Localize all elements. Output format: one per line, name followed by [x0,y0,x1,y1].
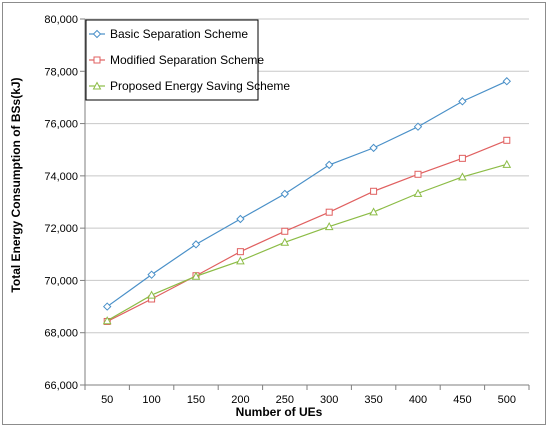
y-tick-label: 74,000 [44,171,78,183]
data-point [324,160,334,170]
y-tick-label: 76,000 [44,119,78,131]
data-point [502,159,512,168]
y-tick-label: 78,000 [44,66,78,78]
legend-item: Proposed Energy Saving Scheme [89,79,290,93]
data-point [236,256,245,265]
data-point [413,122,423,131]
legend: Basic Separation Scheme Modified Separati… [85,19,290,101]
x-tick-label: 300 [320,394,338,406]
series-3 [102,159,512,325]
x-tick-label: 50 [101,394,113,406]
legend-label: Proposed Energy Saving Scheme [110,79,290,93]
y-tick-label: 80,000 [44,14,78,26]
legend-box [85,19,259,101]
x-tick-label: 100 [142,394,160,406]
data-point [147,290,156,299]
data-point [369,143,378,153]
series-line [106,139,508,323]
data-point [147,270,156,279]
y-tick-label: 68,000 [44,328,78,340]
legend-label: Basic Separation Scheme [110,27,248,41]
data-point [102,316,112,325]
data-point [280,189,290,199]
legend-label: Modified Separation Scheme [110,53,264,67]
legend-marker [92,81,102,90]
data-point [236,214,245,224]
legend-marker [93,56,101,64]
y-tick-label: 66,000 [44,380,78,392]
axes [80,18,530,390]
series-line [106,80,508,308]
data-point [191,271,201,280]
x-tick-label: 500 [498,394,516,406]
data-point [281,227,289,235]
data-point [280,237,290,246]
x-tick-label: 250 [276,394,294,406]
x-tick-label: 350 [364,394,382,406]
data-point [413,188,423,197]
data-point [369,207,378,216]
data-point [325,208,333,216]
data-point [191,240,201,249]
x-tick-label: 450 [453,394,471,406]
data-point [503,136,511,144]
chart-frame: 66,000 68,000 70,000 72,000 74,000 76,000 78,0… [2,2,546,425]
y-tick-label: 70,000 [44,275,78,287]
series-1 [102,77,512,311]
y-axis-title: Total Energy Consumption of BSs(kJ) [9,77,23,292]
data-point [236,248,244,256]
legend-marker [92,29,102,39]
y-tick-label: 72,000 [44,223,78,235]
legend-item: Modified Separation Scheme [89,53,264,67]
data-point [502,77,512,86]
x-tick-label: 200 [231,394,249,406]
data-point [324,222,334,231]
line-chart: 66,000 68,000 70,000 72,000 74,000 76,000 78,0… [9,14,530,419]
x-tick-label: 400 [409,394,427,406]
data-point [458,172,467,181]
data-point [102,302,112,311]
data-point [458,154,466,162]
x-axis-title: Number of UEs [236,405,323,419]
data-point [414,170,422,178]
data-point [370,187,378,195]
data-point [458,97,467,106]
series [102,77,512,325]
tick-labels: 66,000 68,000 70,000 72,000 74,000 76,000 78,0… [44,14,516,406]
series-2 [103,136,511,325]
x-tick-label: 150 [187,394,205,406]
legend-item: Basic Separation Scheme [89,27,248,41]
series-line [106,163,507,322]
